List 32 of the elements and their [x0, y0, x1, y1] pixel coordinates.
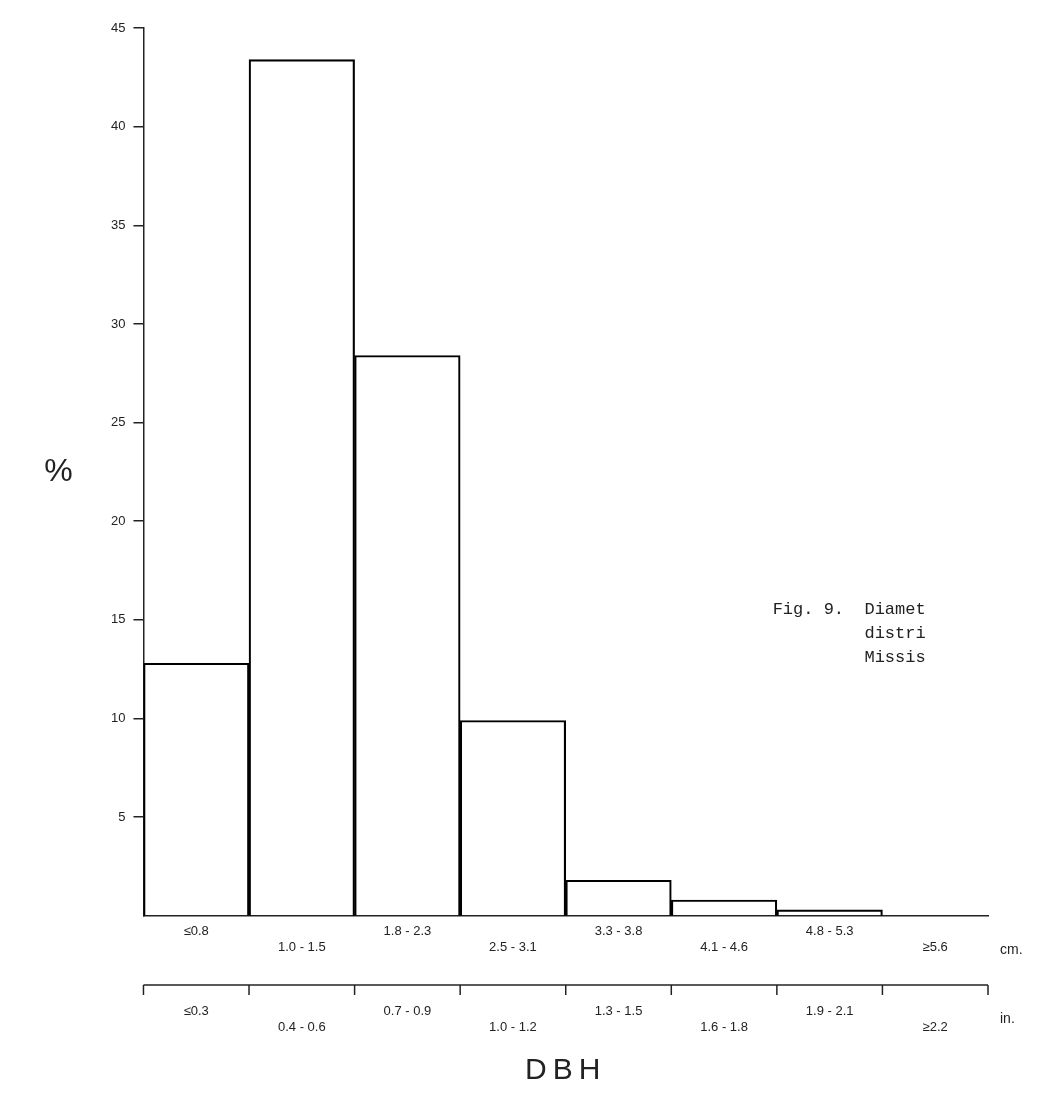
text: in.	[1000, 1009, 1015, 1026]
y-tick-label: 5	[118, 808, 126, 824]
y-tick-label: 45	[110, 19, 126, 35]
text: ≤0.3	[183, 1002, 209, 1018]
text: 0.7 - 0.9	[383, 1002, 432, 1018]
annotation: distri	[864, 624, 926, 644]
x-tick-label: 4.1 - 4.6	[700, 938, 748, 954]
x-tick-label: 4.8 - 5.3	[805, 923, 854, 939]
text: 1.0 - 1.2	[489, 1018, 537, 1034]
annotation: Fig. 9. Diamet	[772, 600, 926, 620]
text: cm.	[1000, 940, 1023, 957]
x-tick-label: 3.3 - 3.8	[594, 923, 643, 939]
x-tick-label: 1.0 - 1.5	[277, 938, 326, 954]
annotation: Missis	[864, 648, 926, 668]
y-tick-label: 15	[110, 611, 126, 627]
text: 1.3 - 1.5	[594, 1002, 643, 1018]
y-tick-label: 20	[110, 512, 126, 528]
x-tick-label: 2.5 - 3.1	[489, 938, 537, 954]
y-tick-label: 25	[110, 414, 126, 430]
y-tick-label: 40	[110, 118, 126, 134]
text: 0.4 - 0.6	[277, 1018, 326, 1034]
y-tick-label: 10	[110, 710, 126, 726]
x-tick-label: ≥5.6	[922, 938, 948, 954]
text: 1.6 - 1.8	[700, 1018, 748, 1034]
y-tick-label: 35	[110, 216, 126, 232]
y-axis-title: %	[44, 451, 73, 488]
y-tick-label: 30	[110, 315, 126, 331]
x-tick-label: 1.8 - 2.3	[383, 923, 432, 939]
text: ≥2.2	[922, 1018, 948, 1034]
text: 1.9 - 2.1	[805, 1002, 854, 1018]
x-tick-label: ≤0.8	[183, 923, 209, 939]
x-axis-title: DBH	[525, 1052, 607, 1086]
